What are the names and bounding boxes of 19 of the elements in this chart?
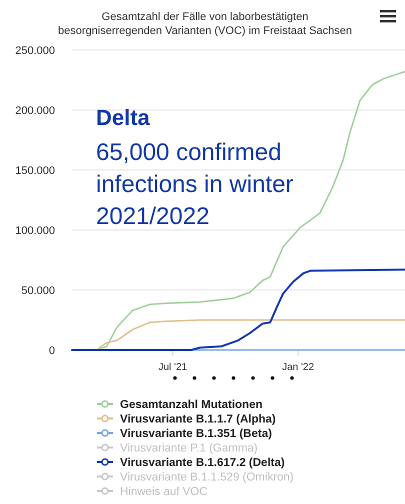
- chart-title: Gesamtzahl der Fälle von laborbestätigten besorgniserregenden Varianten (VOC) im Freistaat Sachsen: [58, 11, 352, 37]
- y-tick-label: 0: [48, 345, 55, 357]
- y-tick-label: 100.000: [15, 225, 55, 237]
- y-tick-label: 250.000: [15, 45, 55, 57]
- x-tick-label: Jan '22: [282, 362, 314, 373]
- annotation: 65,000 confirmed infections in winter 2021/2022: [96, 139, 294, 230]
- y-tick-label: 200.000: [15, 105, 55, 117]
- line-series: [71, 268, 405, 351]
- legend-label: Virusvariante B.1.1.529 (Omikron): [120, 472, 294, 484]
- legend-label: Virusvariante B.1.351 (Beta): [120, 428, 272, 440]
- legend-label: Virusvariante P.1 (Gamma): [120, 442, 258, 454]
- annotation: Delta: [96, 105, 151, 130]
- legend-label: Virusvariante B.1.1.7 (Alpha): [120, 414, 276, 426]
- y-tick-label: 50.000: [21, 285, 55, 297]
- legend-label: Hinweis auf VOC: [120, 486, 208, 498]
- x-tick-label: Jul '21: [158, 362, 188, 373]
- legend-label: Virusvariante B.1.617.2 (Delta): [120, 457, 285, 469]
- legend-label: Gesamtanzahl Mutationen: [120, 399, 262, 411]
- y-tick-label: 150.000: [15, 165, 55, 177]
